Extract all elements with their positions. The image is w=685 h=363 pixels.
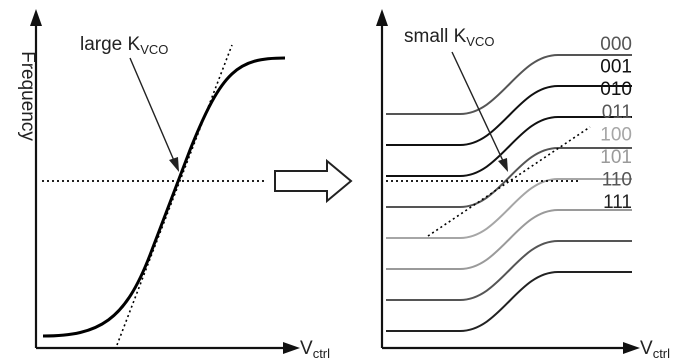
left-x-axis-label-sub: ctrl xyxy=(313,346,330,358)
left-tuning-curve xyxy=(42,56,286,338)
band-curve-100 xyxy=(386,178,632,239)
left-annotation-label: large KVCO xyxy=(80,34,168,57)
band-code-label-101: 101 xyxy=(600,147,632,168)
right-x-axis-label-main: V xyxy=(640,338,653,358)
band-curve-010 xyxy=(386,116,632,177)
band-code-label-110: 110 xyxy=(602,170,632,191)
right-annotation-pointer xyxy=(451,51,505,164)
right-annotation-sub: VCO xyxy=(466,34,494,49)
band-curve-000 xyxy=(386,54,632,115)
band-curve-101 xyxy=(386,209,632,270)
left-annotation-arrowhead xyxy=(169,157,179,172)
right-arrow-icon xyxy=(274,158,353,204)
right-annotation-arrowhead xyxy=(498,158,508,172)
band-code-label-111: 111 xyxy=(603,192,632,213)
left-tangent-line xyxy=(116,44,233,346)
band-curves xyxy=(386,54,632,332)
band-curve-110 xyxy=(386,240,632,301)
band-code-label-000: 000 xyxy=(600,34,632,55)
band-curve-111 xyxy=(386,271,632,332)
left-x-axis-label-main: V xyxy=(300,338,313,358)
left-y-axis-arrowhead xyxy=(30,9,42,26)
right-x-axis-arrowhead xyxy=(623,342,640,354)
left-annotation-main: large K xyxy=(80,34,141,55)
band-code-label-001: 001 xyxy=(600,57,632,78)
left-annotation-pointer xyxy=(129,57,176,164)
right-annotation-main: small K xyxy=(404,26,467,47)
right-annotation-label: small KVCO xyxy=(404,26,494,49)
band-code-label-010: 010 xyxy=(600,79,632,100)
right-x-axis-label-sub: ctrl xyxy=(653,346,670,358)
band-curve-001 xyxy=(386,85,632,146)
left-x-axis-label: Vctrl xyxy=(300,338,330,358)
left-y-axis-label: Frequency xyxy=(17,51,38,141)
left-x-axis-arrowhead xyxy=(283,342,300,354)
band-curve-011 xyxy=(386,147,632,208)
right-x-axis-label: Vctrl xyxy=(640,338,670,358)
left-panel: Frequency Vctrl large KVCO xyxy=(17,9,330,361)
left-annotation-sub: VCO xyxy=(140,42,168,57)
band-code-label-100: 100 xyxy=(600,124,632,145)
band-code-label-011: 011 xyxy=(602,102,632,123)
right-y-axis-arrowhead xyxy=(376,9,388,26)
